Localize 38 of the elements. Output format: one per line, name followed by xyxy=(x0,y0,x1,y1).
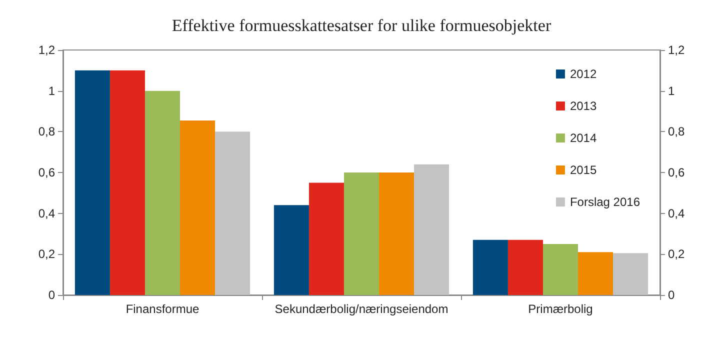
chart-title: Effektive formuesskattesatser for ulike formuesobjekter xyxy=(172,16,552,35)
legend-label: Forslag 2016 xyxy=(570,195,640,209)
y2-tick-label: 0,2 xyxy=(668,247,686,262)
bar xyxy=(215,132,250,295)
y2-tick-label: 0,6 xyxy=(668,166,686,180)
y2-tick-label: 0,4 xyxy=(668,206,686,220)
bar xyxy=(74,70,110,295)
y-tick-label: 0,8 xyxy=(38,124,56,139)
y2-tick-label: 1,2 xyxy=(668,43,686,57)
x-tick-label: Primærbolig xyxy=(528,302,593,316)
bar xyxy=(274,205,309,295)
bar xyxy=(613,253,648,295)
x-tick-label: Finansformue xyxy=(126,302,200,316)
legend-label: 2015 xyxy=(570,163,597,177)
bar xyxy=(578,252,614,295)
bar xyxy=(379,172,414,295)
y-tick-label: 1 xyxy=(48,84,56,98)
bar xyxy=(414,164,450,295)
bar xyxy=(144,90,180,295)
y-tick-label: 0,2 xyxy=(38,247,56,262)
legend-label: 2013 xyxy=(570,99,597,113)
bar xyxy=(472,240,508,295)
bar xyxy=(110,70,145,295)
legend-label: 2014 xyxy=(570,131,597,145)
bar xyxy=(308,182,344,295)
y-tick-label: 1,2 xyxy=(38,43,56,57)
bar xyxy=(344,172,380,295)
y2-tick-label: 0 xyxy=(668,288,675,302)
y-tick-label: 0,6 xyxy=(38,166,56,180)
bar xyxy=(508,240,543,295)
bar xyxy=(180,120,216,295)
x-tick-label: Sekundærbolig/næringseiendom xyxy=(274,302,448,316)
bar xyxy=(542,244,578,295)
y2-tick-label: 0,8 xyxy=(668,124,686,139)
y2-tick-label: 1 xyxy=(668,84,675,98)
y-tick-label: 0,4 xyxy=(38,206,56,220)
y-tick-label: 0 xyxy=(48,288,56,302)
legend-label: 2012 xyxy=(570,67,597,81)
